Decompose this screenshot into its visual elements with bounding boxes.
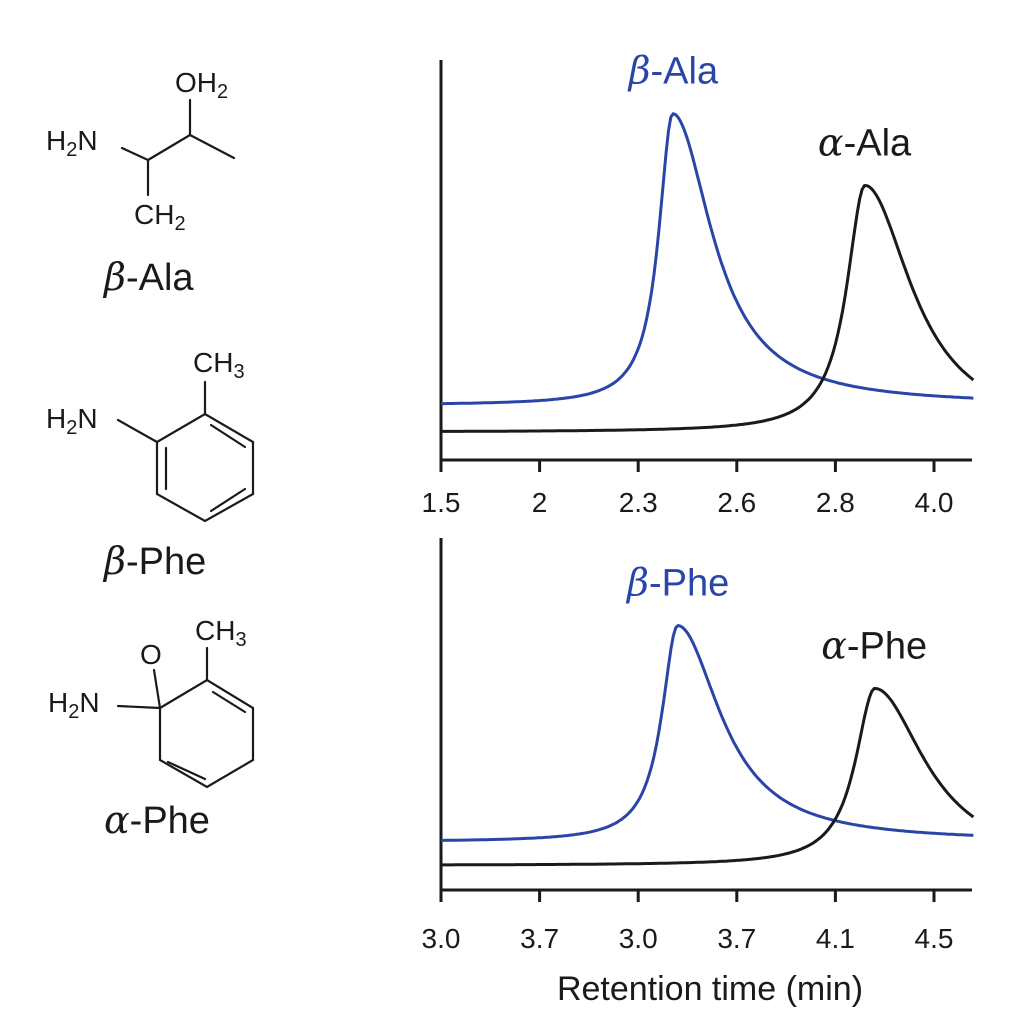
label-h2n: H2N bbox=[48, 687, 100, 723]
caption-beta-phe: β-Phe bbox=[102, 539, 206, 583]
label-ch3: CH3 bbox=[195, 615, 247, 651]
trace-alpha bbox=[441, 184, 975, 433]
x-tick-label: 3.7 bbox=[717, 923, 756, 954]
chromatogram-top: 1.5 2 2.3 2.6 2.8 4.0 β-Ala α-Ala bbox=[422, 49, 975, 518]
chromatogram-bottom: 3.0 3.7 3.0 3.7 4.1 4.5 β-Phe α-Phe Retention … bbox=[422, 538, 975, 1008]
bond bbox=[152, 668, 162, 710]
bond bbox=[166, 760, 207, 781]
bond bbox=[211, 690, 247, 714]
trace-beta bbox=[441, 112, 974, 406]
x-tick-label: 3.0 bbox=[619, 923, 658, 954]
peak-label: α-Ala bbox=[818, 121, 912, 165]
x-tick-label: 4.5 bbox=[915, 923, 954, 954]
structure-beta-phe: CH3 H2N β-Phe bbox=[46, 347, 255, 583]
x-tick-label: 2.3 bbox=[619, 487, 658, 518]
caption-beta-ala: β-Ala bbox=[102, 255, 194, 299]
bond bbox=[120, 146, 150, 162]
x-axis-title: Retention time (min) bbox=[557, 970, 863, 1008]
trace-beta bbox=[441, 624, 974, 842]
bond bbox=[146, 133, 192, 162]
traces bbox=[441, 624, 975, 867]
bond bbox=[116, 418, 159, 444]
label-ch3: CH3 bbox=[193, 347, 245, 383]
x-tick-label: 4.0 bbox=[915, 487, 954, 518]
traces bbox=[441, 112, 975, 433]
caption-alpha-phe: α-Phe bbox=[104, 798, 210, 842]
structure-beta-ala: OH2 H2N CH2 β-Ala bbox=[46, 67, 236, 299]
label-ch2: CH2 bbox=[134, 199, 186, 235]
structure-alpha-phe: O CH3 H2N α-Phe bbox=[48, 615, 255, 842]
benzene-ring bbox=[155, 412, 255, 523]
bond bbox=[188, 133, 236, 160]
peak-label: β-Ala bbox=[627, 49, 719, 93]
x-tick-label: 2 bbox=[532, 487, 548, 518]
x-tick-label: 3.7 bbox=[520, 923, 559, 954]
x-tick-label: 2.8 bbox=[816, 487, 855, 518]
x-tick-label: 1.5 bbox=[422, 487, 461, 518]
x-tick-label: 2.6 bbox=[717, 487, 756, 518]
ring bbox=[158, 678, 255, 789]
bond bbox=[209, 487, 247, 513]
x-ticks: 3.0 3.7 3.0 3.7 4.1 4.5 bbox=[422, 890, 954, 954]
bond bbox=[116, 704, 162, 710]
label-h2n: H2N bbox=[46, 125, 98, 161]
trace-alpha bbox=[441, 687, 975, 867]
x-ticks: 1.5 2 2.3 2.6 2.8 4.0 bbox=[422, 460, 954, 518]
label-h2n: H2N bbox=[46, 403, 98, 439]
x-tick-label: 3.0 bbox=[422, 923, 461, 954]
bond bbox=[209, 423, 247, 449]
label-o: O bbox=[140, 639, 162, 670]
peak-labels: β-Ala α-Ala bbox=[627, 49, 912, 165]
x-tick-label: 4.1 bbox=[816, 923, 855, 954]
peak-labels: β-Phe α-Phe bbox=[625, 561, 927, 668]
peak-label: β-Phe bbox=[625, 561, 729, 605]
label-oh2: OH2 bbox=[175, 67, 228, 103]
peak-label: α-Phe bbox=[821, 624, 927, 668]
